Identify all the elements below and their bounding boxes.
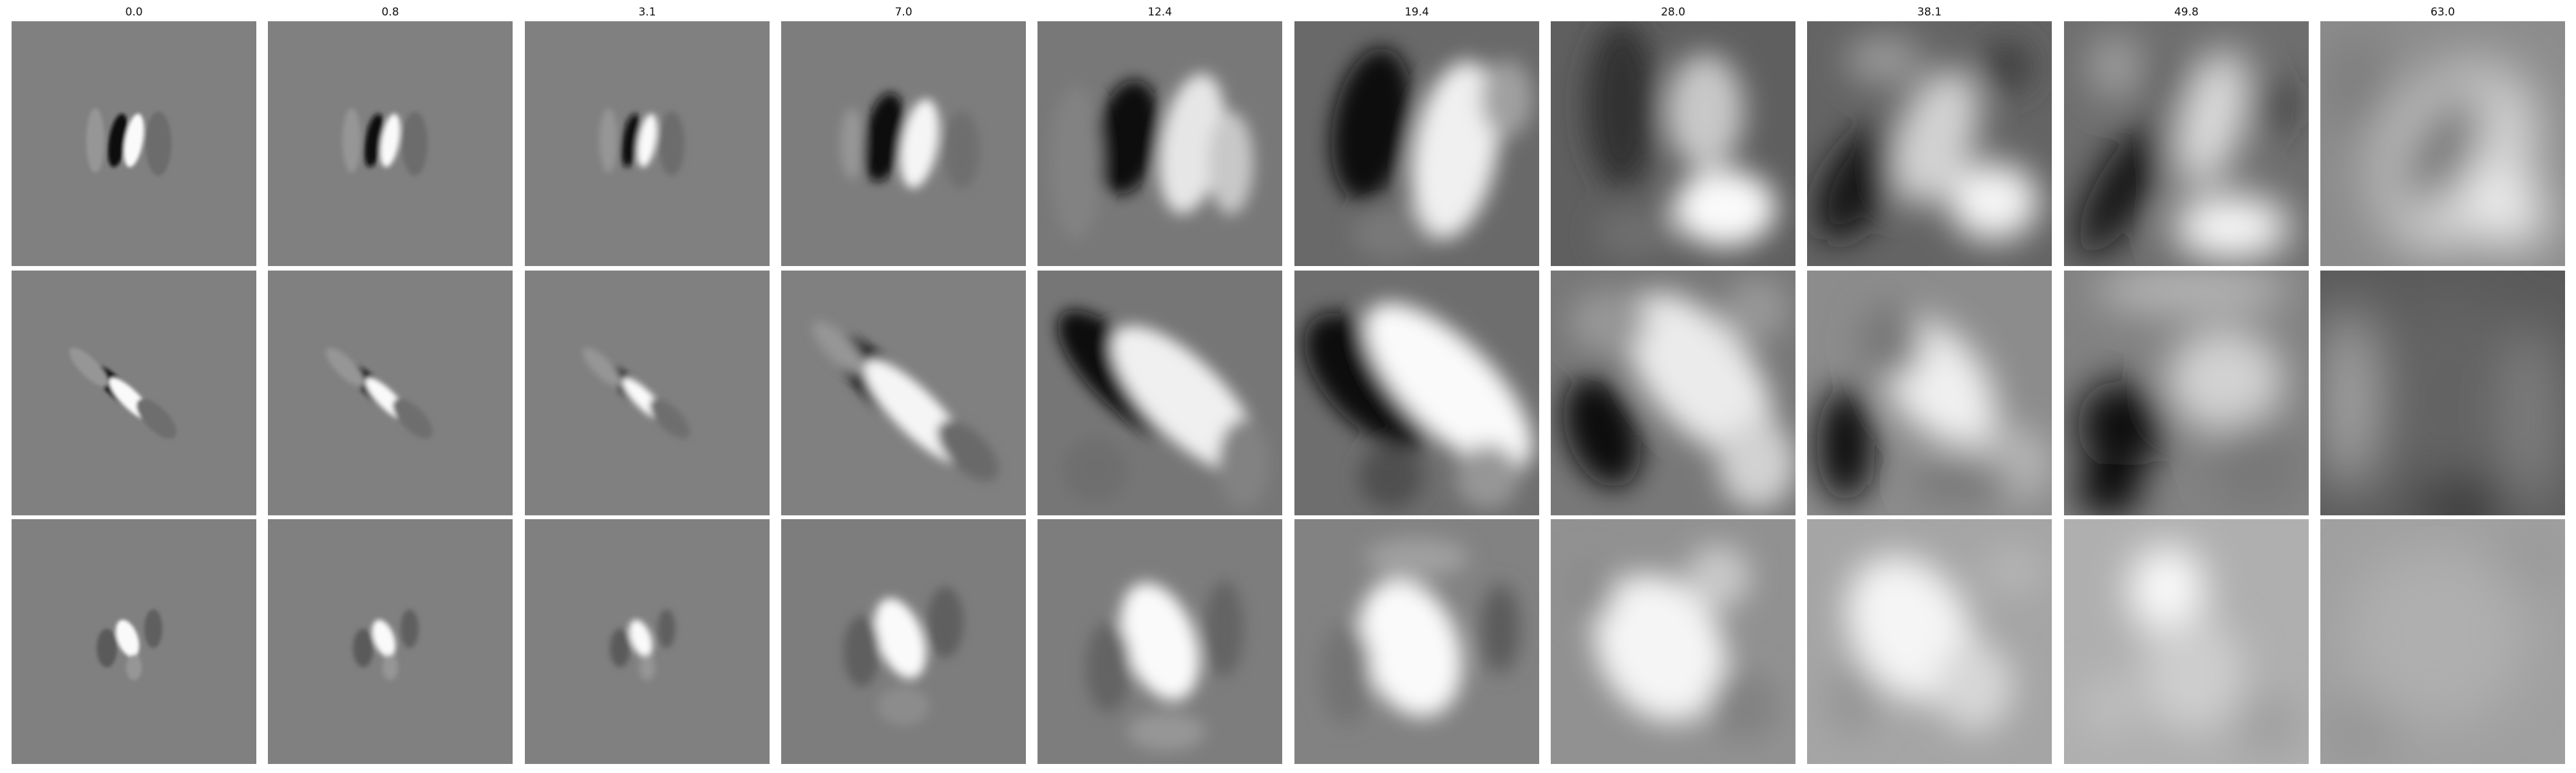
filter-panel [1551,21,1795,266]
filter-panel [2064,271,2309,515]
filter-panel [12,519,256,764]
filter-panel [2320,271,2565,515]
filter-panel [2064,21,2309,266]
filter-panel [1037,271,1282,515]
filter-panel [1294,271,1539,515]
column-titles: 0.0 0.8 3.1 7.0 12.4 19.4 28.0 38.1 49.8 63.0 [125,6,2454,19]
filter-panel [1551,519,1795,764]
filter-panel [1294,21,1539,266]
filter-panel [781,271,1026,515]
filter-panel [12,271,256,515]
filter-panel [1551,271,1795,515]
filter-panel [525,271,770,515]
filter-panel [1807,271,2052,515]
filter-panel [268,519,513,764]
filter-panel [525,519,770,764]
filter-panel [1037,21,1282,266]
filter-panel [12,21,256,266]
filter-panel [2320,519,2565,764]
column-title: 28.0 [1661,6,1685,19]
filter-panel [1037,519,1282,764]
column-title: 0.0 [125,6,142,19]
filter-panel [525,21,770,266]
column-title: 38.1 [1917,6,1942,19]
column-title: 3.1 [638,6,656,19]
column-title: 49.8 [2174,6,2199,19]
filter-panel [781,519,1026,764]
column-title: 0.8 [381,6,399,19]
filter-panel [268,21,513,266]
filter-panel [2320,21,2565,266]
column-title: 7.0 [895,6,912,19]
filter-panel [1807,519,2052,764]
column-title: 63.0 [2430,6,2455,19]
filter-panel [781,21,1026,266]
filter-panel [1807,21,2052,266]
filter-panel [268,271,513,515]
column-title: 12.4 [1148,6,1172,19]
filter-panel [1294,519,1539,764]
filter-panel [2064,519,2309,764]
column-title: 19.4 [1405,6,1429,19]
panel-grid [12,21,2565,764]
